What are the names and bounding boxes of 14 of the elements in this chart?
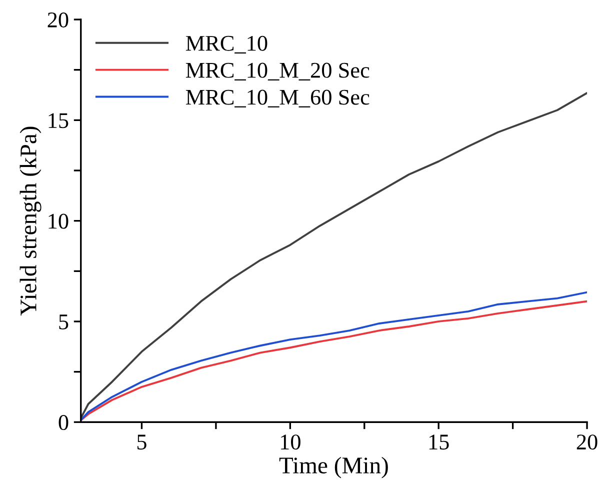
y-axis-title: Yield strength (kPa) xyxy=(20,126,42,316)
x-axis-title: Time (Min) xyxy=(279,456,388,478)
legend-label: MRC_10_M_60 Sec xyxy=(186,90,370,108)
y-tick-label: 0 xyxy=(58,415,68,430)
y-tick-label: 10 xyxy=(48,214,68,229)
x-tick-label: 5 xyxy=(137,434,146,450)
legend-label: MRC_10 xyxy=(186,36,268,54)
x-tick-label: 20 xyxy=(576,434,598,450)
x-tick-label: 10 xyxy=(281,434,300,450)
legend-label: MRC_10_M_20 Sec xyxy=(186,62,370,80)
y-tick-label: 20 xyxy=(48,12,68,28)
y-tick-label: 5 xyxy=(59,314,68,330)
y-tick-label: 15 xyxy=(48,113,68,128)
x-tick-label: 15 xyxy=(429,434,449,450)
